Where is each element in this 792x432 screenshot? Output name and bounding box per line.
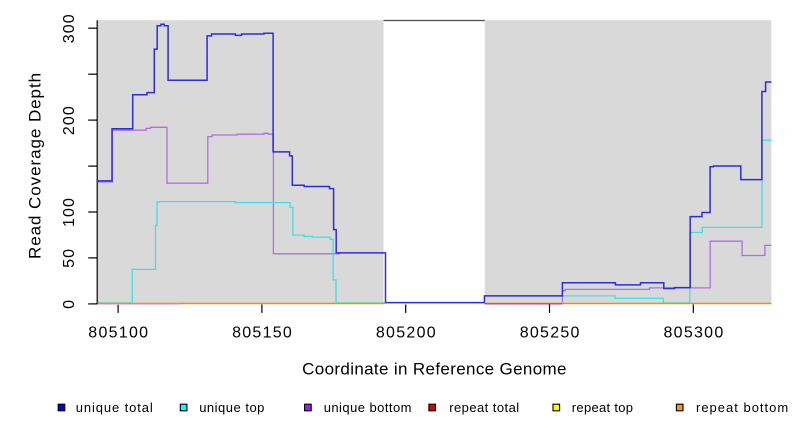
svg-text:805250: 805250 [520, 324, 581, 341]
svg-text:50: 50 [61, 248, 78, 268]
svg-text:805300: 805300 [663, 324, 724, 341]
svg-text:805150: 805150 [232, 324, 293, 341]
svg-text:200: 200 [61, 105, 78, 135]
svg-text:805200: 805200 [376, 324, 437, 341]
svg-text:repeat bottom: repeat bottom [696, 400, 789, 415]
svg-text:Coordinate in Reference Genome: Coordinate in Reference Genome [302, 359, 567, 378]
svg-text:300: 300 [61, 13, 78, 43]
svg-text:unique total: unique total [76, 400, 154, 415]
svg-text:805100: 805100 [88, 324, 149, 341]
svg-text:0: 0 [61, 299, 78, 309]
svg-text:repeat total: repeat total [449, 400, 519, 415]
svg-text:unique top: unique top [199, 400, 265, 415]
svg-text:repeat top: repeat top [572, 400, 634, 415]
svg-text:unique bottom: unique bottom [324, 400, 412, 415]
svg-text:100: 100 [61, 197, 78, 227]
svg-text:Read Coverage Depth: Read Coverage Depth [26, 72, 45, 259]
